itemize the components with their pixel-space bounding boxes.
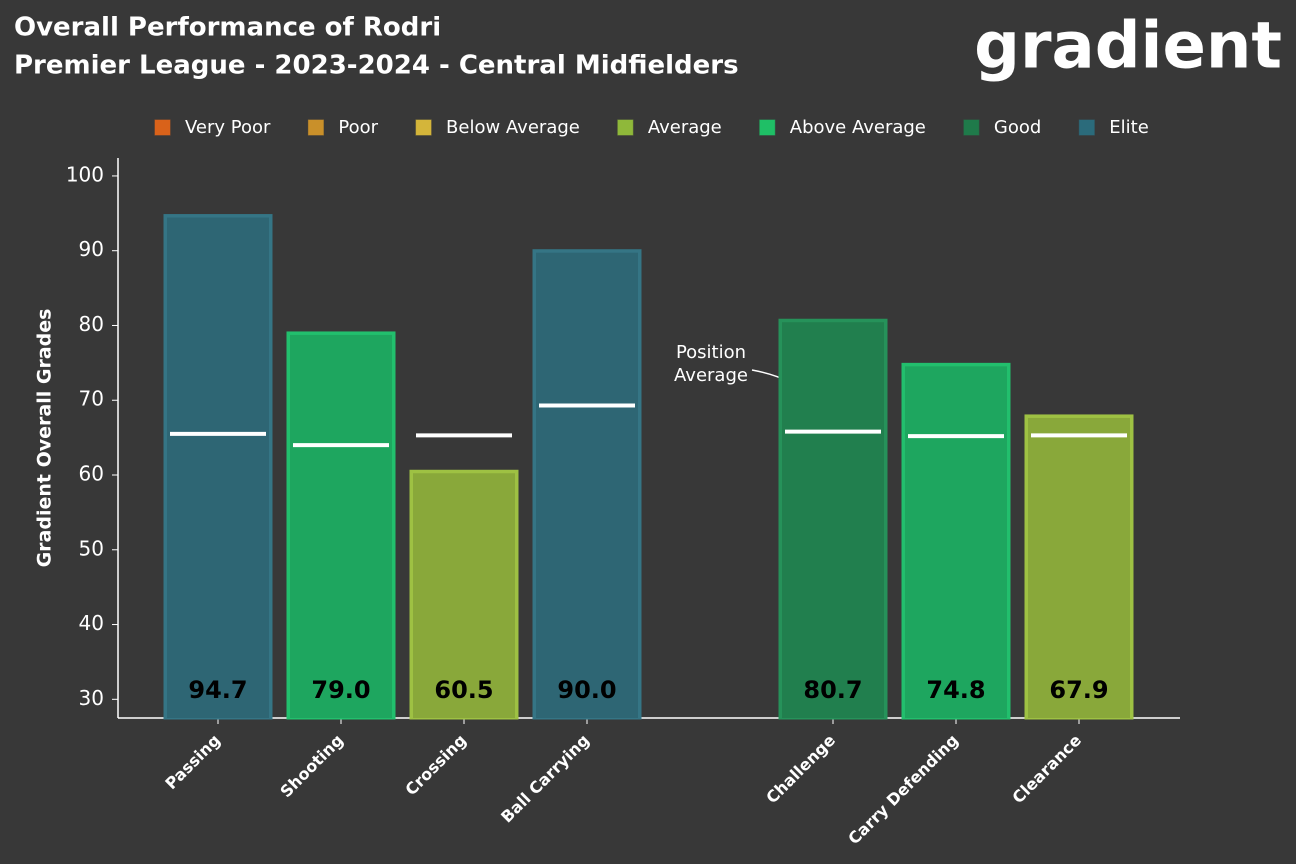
bar-fill (1028, 417, 1130, 718)
annotation: Average (674, 365, 748, 386)
legend-swatch (154, 119, 171, 136)
bar-fill (290, 334, 392, 718)
annotation: Position (676, 342, 746, 363)
y-axis-label: Gradient Overall Grades (34, 309, 56, 568)
y-tick-label: 50 (79, 536, 104, 560)
bar-fill (413, 473, 515, 718)
value-label: 90.0 (557, 676, 616, 704)
legend-swatch (307, 119, 324, 136)
legend-label: Below Average (446, 117, 580, 138)
chart-title: Overall Performance of Rodri (14, 13, 441, 43)
value-label: 67.9 (1049, 676, 1108, 704)
legend-label: Above Average (790, 117, 926, 138)
legend-swatch (1078, 119, 1095, 136)
y-tick-label: 70 (79, 387, 104, 411)
y-tick-label: 100 (66, 162, 104, 186)
value-label: 94.7 (188, 676, 247, 704)
value-label: 80.7 (803, 676, 862, 704)
legend-label: Average (648, 117, 722, 138)
legend-swatch (617, 119, 634, 136)
y-tick-label: 90 (79, 237, 104, 261)
legend-swatch (759, 119, 776, 136)
legend-label: Poor (338, 117, 378, 138)
bar-fill (536, 252, 638, 719)
value-label: 60.5 (434, 676, 493, 704)
legend-label: Elite (1109, 117, 1149, 138)
legend-swatch (415, 119, 432, 136)
value-label: 79.0 (311, 676, 370, 704)
y-tick-label: 40 (79, 611, 104, 635)
value-label: 74.8 (926, 676, 985, 704)
legend-label: Good (994, 117, 1041, 138)
bar-fill (167, 217, 269, 718)
legend-swatch (963, 119, 980, 136)
logo: gradient (974, 10, 1282, 84)
chart-subtitle: Premier League - 2023-2024 - Central Mid… (14, 51, 739, 81)
legend-label: Very Poor (185, 117, 271, 138)
y-tick-label: 30 (79, 686, 104, 710)
y-tick-label: 80 (79, 312, 104, 336)
bar-fill (905, 366, 1007, 718)
y-tick-label: 60 (79, 462, 104, 486)
bar-fill (782, 322, 884, 718)
